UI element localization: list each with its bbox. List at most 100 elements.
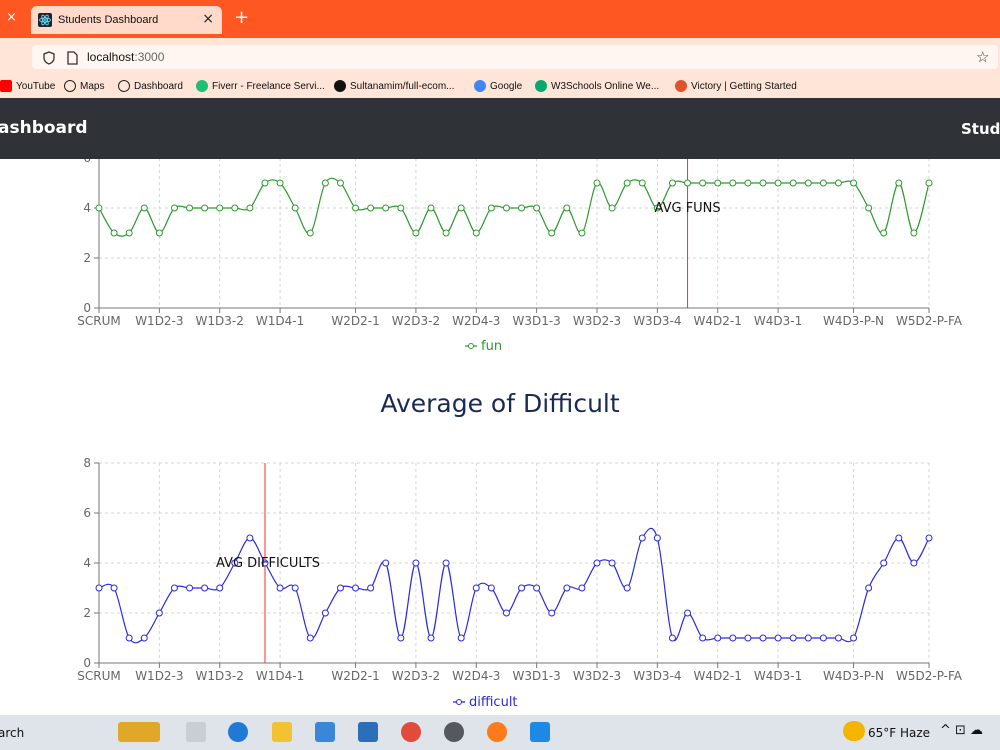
difficult-x-tick-label: W4D3-1 <box>754 669 802 683</box>
fun-data-point <box>623 179 631 187</box>
fun-data-point <box>95 204 103 212</box>
fun-y-tick-label: 0 <box>83 301 91 315</box>
url-bar[interactable] <box>32 45 998 69</box>
fun-data-point <box>170 204 178 212</box>
fun-data-point <box>653 204 661 212</box>
weather-text[interactable]: 65°F Haze <box>868 726 931 740</box>
difficult-x-tick-label: W2D4-3 <box>452 669 500 683</box>
difficult-data-point <box>518 584 526 592</box>
fun-data-point <box>699 179 707 187</box>
fun-data-point <box>789 179 797 187</box>
difficult-data-point <box>186 584 194 592</box>
tab-title: Students Dashboard <box>58 14 159 26</box>
difficult-data-point <box>352 584 360 592</box>
url-port: :3000 <box>134 50 165 64</box>
firefox-icon[interactable] <box>487 722 507 742</box>
difficult-data-point <box>155 609 163 617</box>
nav-link-students[interactable]: Stude <box>961 120 1000 138</box>
chrome-icon[interactable] <box>401 722 421 742</box>
bookmark-item[interactable]: YouTube <box>0 80 55 92</box>
difficult-data-point <box>502 609 510 617</box>
fun-x-tick-label: W4D3-P-N <box>823 314 884 328</box>
fun-x-tick-label: W2D2-1 <box>331 314 379 328</box>
difficult-data-point <box>125 634 133 642</box>
vscode-icon[interactable] <box>530 722 550 742</box>
difficult-data-point <box>759 634 767 642</box>
page-info-icon[interactable] <box>66 50 78 69</box>
fun-data-point <box>819 179 827 187</box>
fun-x-tick-label: W3D2-3 <box>573 314 621 328</box>
fun-data-point <box>397 204 405 212</box>
difficult-data-point <box>699 634 707 642</box>
mail-icon[interactable] <box>358 722 378 742</box>
fun-data-point <box>412 229 420 237</box>
close-tab-icon[interactable]: × <box>6 10 17 25</box>
bookmark-item[interactable]: Google <box>474 80 522 92</box>
app-header <box>0 98 1000 159</box>
fun-data-point <box>276 179 284 187</box>
settings-gear-icon[interactable] <box>444 722 464 742</box>
fun-data-point <box>774 179 782 187</box>
browser-tab-students-dashboard[interactable]: Students Dashboard × <box>31 6 222 34</box>
difficult-data-point <box>397 634 405 642</box>
difficult-data-point <box>623 584 631 592</box>
w3schools-icon <box>535 80 547 92</box>
weather-icon <box>843 721 865 741</box>
fun-x-tick-label: W3D3-4 <box>633 314 681 328</box>
fun-data-point <box>201 204 209 212</box>
fun-y-tick-label: 4 <box>83 201 91 215</box>
menorah-widget-icon[interactable] <box>118 722 160 742</box>
fun-data-point <box>140 204 148 212</box>
new-tab-button[interactable]: + <box>234 7 250 28</box>
difficult-data-point <box>276 584 284 592</box>
taskbar-search[interactable]: arch <box>0 726 25 740</box>
bookmark-item[interactable]: Maps <box>64 80 104 92</box>
url-text[interactable]: localhost:3000 <box>87 50 164 64</box>
difficult-data-point <box>744 634 752 642</box>
difficult-data-point <box>110 584 118 592</box>
fun-data-point <box>895 179 903 187</box>
close-icon[interactable]: × <box>202 11 214 27</box>
fun-series-line <box>98 177 930 237</box>
difficult-data-point <box>442 559 450 567</box>
difficult-data-point <box>412 559 420 567</box>
fun-data-point <box>593 179 601 187</box>
bookmark-label: Fiverr - Freelance Servi... <box>212 80 325 92</box>
fun-data-point <box>125 229 133 237</box>
file-explorer-icon[interactable] <box>272 722 292 742</box>
system-tray[interactable]: ^ ⊡ ☁ <box>940 723 984 738</box>
app-brand[interactable]: ashboard <box>0 118 88 138</box>
bookmark-item[interactable]: Sultanamim/full-ecom... <box>334 80 454 92</box>
fun-data-point <box>608 204 616 212</box>
difficult-data-point <box>457 634 465 642</box>
fiverr-icon <box>196 80 208 92</box>
difficult-data-point <box>336 584 344 592</box>
fun-data-point <box>186 204 194 212</box>
difficult-data-point <box>819 634 827 642</box>
difficult-data-point <box>895 534 903 542</box>
task-view-icon[interactable] <box>186 722 206 742</box>
fun-data-point <box>880 229 888 237</box>
edge-icon[interactable] <box>228 722 248 742</box>
shield-icon[interactable] <box>42 50 56 69</box>
fun-data-point <box>382 204 390 212</box>
store-icon[interactable] <box>315 722 335 742</box>
difficult-data-point <box>729 634 737 642</box>
difficult-x-tick-label: W3D3-4 <box>633 669 681 683</box>
bookmark-item[interactable]: Fiverr - Freelance Servi... <box>196 80 325 92</box>
difficult-data-point <box>306 634 314 642</box>
fun-data-point <box>578 229 586 237</box>
bookmark-item[interactable]: Victory | Getting Started <box>675 80 797 92</box>
difficult-x-tick-label: W4D3-P-N <box>823 669 884 683</box>
difficult-series-line <box>98 527 930 644</box>
google-icon <box>474 80 486 92</box>
difficult-data-point <box>246 534 254 542</box>
bookmark-item[interactable]: Dashboard <box>118 80 183 92</box>
react-icon <box>38 13 52 27</box>
fun-x-tick-label: W4D3-1 <box>754 314 802 328</box>
fun-data-point <box>487 204 495 212</box>
fun-data-point <box>548 229 556 237</box>
bookmark-star-icon[interactable]: ☆ <box>976 48 990 66</box>
bookmark-item[interactable]: W3Schools Online We... <box>535 80 659 92</box>
difficult-data-point <box>850 634 858 642</box>
